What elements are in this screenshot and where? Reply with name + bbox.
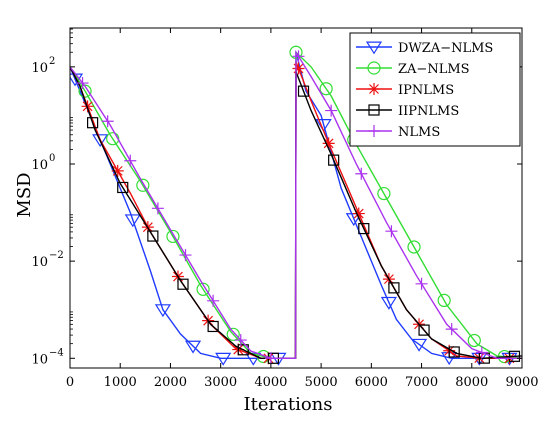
y-tick-label: 10 <box>31 352 48 367</box>
data-point-za-nlms <box>166 229 180 244</box>
x-tick-label: 0 <box>66 375 74 390</box>
data-point-dwza-nlms <box>184 340 202 354</box>
data-point-nlms <box>207 294 220 307</box>
data-point-dwza-nlms <box>410 338 428 352</box>
data-point-iipnlms <box>86 117 99 129</box>
legend-item-ipnlms: IPNLMS <box>356 83 454 98</box>
data-point-iipnlms <box>448 346 460 358</box>
series-line-nlms <box>70 49 522 359</box>
legend: DWZA−NLMS ZA−NLMS IPNLMS IIPNLMS NLMS <box>349 32 521 147</box>
y-tick-label: 10 <box>31 61 48 76</box>
data-point-dwza-nlms <box>315 119 332 132</box>
data-point-dwza-nlms <box>215 352 232 366</box>
data-point-iipnlms <box>177 278 189 290</box>
data-point-nlms <box>234 334 247 347</box>
data-point-nlms <box>292 50 305 63</box>
x-tick-label: 5000 <box>305 375 338 390</box>
y-tick-exponent: −4 <box>49 347 64 358</box>
data-point-iipnlms <box>237 344 249 356</box>
data-point-nlms <box>76 77 89 90</box>
legend-item-iipnlms: IIPNLMS <box>356 104 459 119</box>
x-tick-label: 7000 <box>405 375 438 390</box>
data-point-za-nlms <box>196 282 210 296</box>
data-point-ipnlms <box>352 207 365 220</box>
data-point-iipnlms <box>297 85 310 97</box>
legend-item-za-nlms: ZA−NLMS <box>356 61 470 77</box>
legend-marker-dwza-nlms <box>365 41 383 55</box>
data-point-nlms <box>124 154 137 167</box>
data-point-za-nlms <box>106 132 120 146</box>
series-nlms <box>70 49 522 365</box>
legend-marker-ipnlms <box>368 83 380 95</box>
data-point-ipnlms <box>322 137 335 150</box>
data-point-za-nlms <box>136 178 150 192</box>
data-point-nlms <box>101 115 114 128</box>
x-tick-label: 1000 <box>104 375 137 390</box>
data-point-nlms <box>264 352 277 365</box>
legend-marker-nlms <box>368 125 380 137</box>
legend-marker-iipnlms <box>368 104 380 116</box>
plot-frame <box>69 27 523 369</box>
x-tick-label: 6000 <box>355 375 388 390</box>
legend-label: ZA−NLMS <box>398 62 470 77</box>
data-point-nlms <box>445 323 458 336</box>
x-axis-title: Iterations <box>244 394 333 415</box>
data-point-nlms <box>475 346 488 359</box>
data-point-nlms <box>385 225 398 238</box>
data-point-iipnlms <box>508 350 521 362</box>
legend-item-nlms: NLMS <box>356 125 440 140</box>
legend-label: DWZA−NLMS <box>398 41 493 56</box>
legend-label: NLMS <box>398 125 440 140</box>
data-point-iipnlms <box>418 324 430 336</box>
data-point-za-nlms <box>407 240 421 254</box>
data-point-za-nlms <box>319 82 333 96</box>
y-axis-title: MSD <box>14 172 35 217</box>
data-point-iipnlms <box>358 223 370 235</box>
data-point-dwza-nlms <box>92 134 109 148</box>
data-point-dwza-nlms <box>154 304 171 318</box>
legend-label: IPNLMS <box>398 83 454 98</box>
data-point-iipnlms <box>147 230 159 242</box>
x-tick-label: 8000 <box>455 375 488 390</box>
data-point-ipnlms <box>111 164 124 177</box>
data-point-dwza-nlms <box>380 296 397 310</box>
data-point-nlms <box>355 167 368 180</box>
y-tick-exponent: 2 <box>49 56 55 67</box>
legend-marker-za-nlms <box>367 61 381 75</box>
legend-label: IIPNLMS <box>398 104 459 119</box>
data-point-iipnlms <box>328 154 340 166</box>
axes: 0 1000 2000 3000 4000 5000 6000 7000 8000 900010−… <box>31 27 539 390</box>
data-point-nlms <box>325 104 338 117</box>
data-point-za-nlms <box>467 333 481 348</box>
data-point-za-nlms <box>226 327 240 341</box>
data-point-nlms <box>179 249 192 262</box>
data-point-nlms <box>415 277 428 290</box>
data-point-za-nlms <box>437 293 451 308</box>
data-point-iipnlms <box>117 181 129 194</box>
data-point-iipnlms <box>388 282 400 294</box>
y-tick-label: 10 <box>31 158 48 173</box>
x-tick-label: 9000 <box>505 375 538 390</box>
x-tick-label: 4000 <box>254 375 287 390</box>
y-tick-label: 10 <box>31 255 48 270</box>
y-tick-exponent: −2 <box>49 250 64 261</box>
plot-area <box>70 45 522 366</box>
data-point-nlms <box>151 202 164 215</box>
y-tick-exponent: 0 <box>49 153 55 164</box>
data-point-iipnlms <box>207 320 219 333</box>
x-tick-label: 2000 <box>154 375 187 390</box>
legend-item-dwza-nlms: DWZA−NLMS <box>356 41 493 56</box>
x-tick-label: 3000 <box>204 375 237 390</box>
data-point-ipnlms <box>292 62 305 75</box>
data-point-dwza-nlms <box>124 214 141 228</box>
data-point-za-nlms <box>377 186 391 201</box>
